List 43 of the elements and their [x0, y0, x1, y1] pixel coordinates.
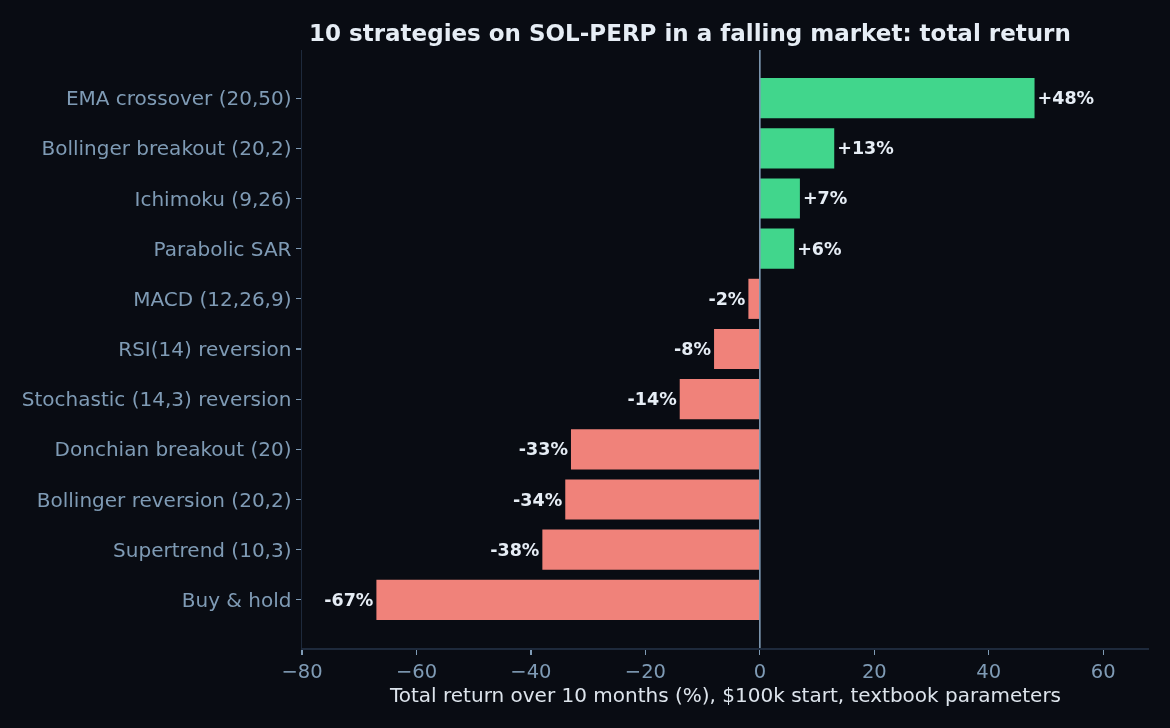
y-tick-label: MACD (12,26,9) — [133, 286, 292, 311]
data-label: +13% — [837, 138, 894, 159]
x-tick-label: −80 — [281, 659, 323, 683]
bar — [679, 379, 760, 420]
y-tick-label: EMA crossover (20,50) — [65, 86, 292, 111]
y-tick-label: Bollinger reversion (20,2) — [36, 487, 292, 512]
bar — [376, 579, 760, 620]
data-label: -38% — [490, 539, 540, 560]
x-tick-label: 60 — [1090, 659, 1116, 683]
y-tick-label: Bollinger breakout (20,2) — [41, 136, 292, 161]
data-label: +7% — [802, 188, 848, 209]
y-tick-label: Stochastic (14,3) reversion — [21, 387, 292, 412]
bar — [542, 529, 760, 570]
data-label: -2% — [708, 288, 746, 309]
x-axis-title: Total return over 10 months (%), $100k start, textbook parameters — [388, 683, 1062, 708]
data-label: -8% — [674, 339, 712, 359]
data-label: +48% — [1037, 88, 1095, 109]
bar — [570, 429, 760, 470]
x-tick-label: −20 — [624, 659, 666, 683]
x-tick-label: −60 — [395, 659, 438, 683]
bar — [759, 178, 800, 219]
y-tick-label: Supertrend (10,3) — [113, 537, 292, 562]
y-tick-label: RSI(14) reversion — [118, 337, 292, 361]
bar — [714, 328, 760, 370]
y-tick-label: Donchian breakout (20) — [54, 437, 292, 462]
x-tick-label: 0 — [753, 659, 767, 683]
chart-title: 10 strategies on SOL-PERP in a falling market: total return — [309, 20, 1071, 47]
data-label: -67% — [324, 589, 374, 610]
bar — [759, 128, 835, 169]
x-tick-label: −40 — [510, 659, 552, 683]
data-label: -14% — [627, 389, 677, 410]
y-tick-label: Parabolic SAR — [153, 236, 292, 261]
bar — [565, 479, 760, 520]
bar — [759, 78, 1035, 119]
x-tick-label: 40 — [976, 659, 1002, 683]
y-tick-label: Ichimoku (9,26) — [134, 186, 292, 211]
data-label: -33% — [518, 439, 568, 460]
bar — [748, 278, 760, 319]
data-label: -34% — [513, 489, 563, 510]
data-label: +6% — [797, 238, 842, 259]
bar — [759, 228, 795, 269]
y-tick-label: Buy & hold — [181, 587, 292, 612]
x-tick-label: 20 — [861, 659, 887, 683]
